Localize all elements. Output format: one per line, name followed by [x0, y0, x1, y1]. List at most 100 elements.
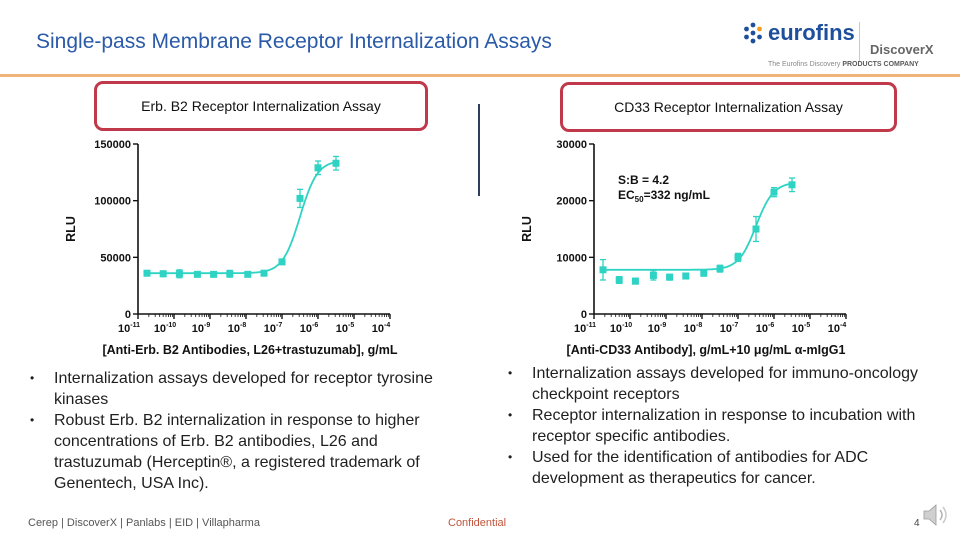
- discoverx-wordmark: DiscoverX: [870, 42, 934, 57]
- data-point: [788, 181, 796, 189]
- x-axis-label: [Anti-Erb. B2 Antibodies, L26+trastuzuma…: [102, 343, 397, 357]
- cd33-bullet-list: Internalization assays developed for imm…: [508, 363, 933, 489]
- x-tick-exponent: -9: [660, 322, 666, 329]
- x-tick-exponent: -4: [384, 322, 390, 329]
- x-tick-label: 10-6: [300, 322, 319, 335]
- x-tick-exponent: -5: [804, 322, 810, 329]
- data-point: [716, 265, 724, 273]
- x-tick-label: 10-10: [610, 322, 632, 335]
- footer-confidential: Confidential: [448, 517, 507, 529]
- x-tick-exponent: -6: [312, 322, 318, 329]
- x-tick-label: 10-9: [192, 322, 211, 335]
- annotation-sb-ratio: S:B = 4.2: [618, 173, 669, 187]
- bullet-item: Used for the identification of antibodie…: [508, 447, 933, 489]
- x-tick-exponent: -5: [348, 322, 354, 329]
- data-point: [226, 270, 234, 278]
- bullet-item: Internalization assays developed for rec…: [30, 368, 470, 410]
- bullet-item: Robust Erb. B2 internalization in respon…: [30, 410, 470, 494]
- data-point: [296, 194, 304, 202]
- data-point: [278, 258, 286, 266]
- x-axis-label: [Anti-CD33 Antibody], g/mL+10 μg/mL α-mI…: [567, 343, 846, 357]
- x-tick-exponent: -8: [696, 322, 702, 329]
- eurofins-dots-icon: [744, 22, 762, 44]
- y-tick-label: 150000: [94, 139, 131, 151]
- y-tick-label: 20000: [556, 196, 587, 208]
- data-point: [666, 273, 674, 281]
- cd33-assay-label-box: CD33 Receptor Internalization Assay: [560, 82, 897, 132]
- header-rule: [0, 74, 960, 77]
- data-point: [193, 270, 201, 278]
- y-tick-label: 100000: [94, 196, 131, 208]
- data-point: [175, 270, 183, 278]
- erbb2-dose-response-chart: 0 50000 100000 150000 10-11 10-10 10-9 10-8 10-7…: [64, 139, 398, 357]
- data-point: [332, 159, 340, 167]
- x-tick-label: 10-9: [648, 322, 667, 335]
- data-point: [314, 164, 322, 172]
- y-tick-label: 30000: [556, 139, 587, 151]
- x-tick-exponent: -7: [732, 322, 738, 329]
- x-tick-exponent: -10: [622, 322, 632, 329]
- cd33-assay-label: CD33 Receptor Internalization Assay: [614, 99, 843, 115]
- x-tick-label: 10-6: [756, 322, 775, 335]
- annotation-ec50-value: =332 ng/mL: [644, 188, 710, 202]
- data-point: [599, 266, 607, 274]
- erbb2-bullet-list: Internalization assays developed for rec…: [30, 368, 470, 494]
- erbb2-assay-label: Erb. B2 Receptor Internalization Assay: [141, 98, 381, 114]
- data-point: [159, 270, 167, 278]
- speaker-icon[interactable]: [918, 500, 954, 530]
- x-tick-label: 10-4: [372, 322, 391, 335]
- x-tick-exponent: -9: [204, 322, 210, 329]
- data-point: [143, 269, 151, 277]
- annotation-ec50: EC50=332 ng/mL: [618, 188, 710, 204]
- x-tick-label: 10-5: [336, 322, 355, 335]
- data-point: [682, 272, 690, 280]
- center-divider: [478, 104, 480, 196]
- logo-tagline: The Eurofins Discovery PRODUCTS COMPANY: [768, 61, 919, 68]
- data-point: [649, 271, 657, 279]
- y-tick-label: 0: [581, 309, 587, 321]
- x-tick-label: 10-11: [574, 322, 596, 335]
- logo-separator: [859, 22, 860, 62]
- erbb2-assay-label-box: Erb. B2 Receptor Internalization Assay: [94, 81, 428, 131]
- data-point: [615, 276, 623, 284]
- annotation-ec50-subscript: 50: [635, 195, 644, 204]
- page-number: 4: [914, 518, 920, 529]
- cd33-dose-response-chart: 0 10000 20000 30000 10-11 10-10 10-9 10-8 10-7 10…: [520, 139, 847, 357]
- x-tick-label: 10-10: [154, 322, 176, 335]
- data-point: [244, 270, 252, 278]
- data-point: [734, 253, 742, 261]
- eurofins-discoverx-logo: eurofins DiscoverX The Eurofins Discover…: [742, 14, 942, 74]
- y-axis-label: RLU: [64, 216, 78, 242]
- x-tick-label: 10-7: [264, 322, 283, 335]
- data-point: [770, 188, 778, 196]
- x-tick-exponent: -11: [586, 322, 596, 329]
- x-tick-label: 10-4: [828, 322, 847, 335]
- y-axis-label: RLU: [520, 216, 534, 242]
- bullet-item: Internalization assays developed for imm…: [508, 363, 933, 405]
- bullet-item: Receptor internalization in response to …: [508, 405, 933, 447]
- eurofins-wordmark: eurofins: [768, 20, 855, 45]
- data-point: [210, 270, 218, 278]
- fit-curve: [603, 182, 793, 271]
- x-tick-exponent: -8: [240, 322, 246, 329]
- data-point: [260, 269, 268, 277]
- x-tick-exponent: -4: [840, 322, 846, 329]
- x-tick-exponent: -10: [166, 322, 176, 329]
- x-tick-label: 10-8: [228, 322, 247, 335]
- x-tick-label: 10-11: [118, 322, 140, 335]
- y-tick-label: 10000: [556, 252, 587, 264]
- x-tick-label: 10-7: [720, 322, 739, 335]
- logo-tagline-prefix: The Eurofins Discovery: [768, 61, 841, 68]
- x-tick-label: 10-5: [792, 322, 811, 335]
- slide-title: Single-pass Membrane Receptor Internaliz…: [36, 30, 552, 53]
- x-tick-exponent: -11: [130, 322, 140, 329]
- y-tick-label: 50000: [100, 252, 131, 264]
- x-tick-exponent: -7: [276, 322, 282, 329]
- fit-curve: [147, 161, 337, 275]
- y-tick-label: 0: [125, 309, 131, 321]
- data-point: [631, 277, 639, 285]
- data-point: [752, 225, 760, 233]
- x-tick-label: 10-8: [684, 322, 703, 335]
- footer-brands: Cerep | DiscoverX | Panlabs | EID | Vill…: [28, 517, 260, 529]
- x-tick-exponent: -6: [768, 322, 774, 329]
